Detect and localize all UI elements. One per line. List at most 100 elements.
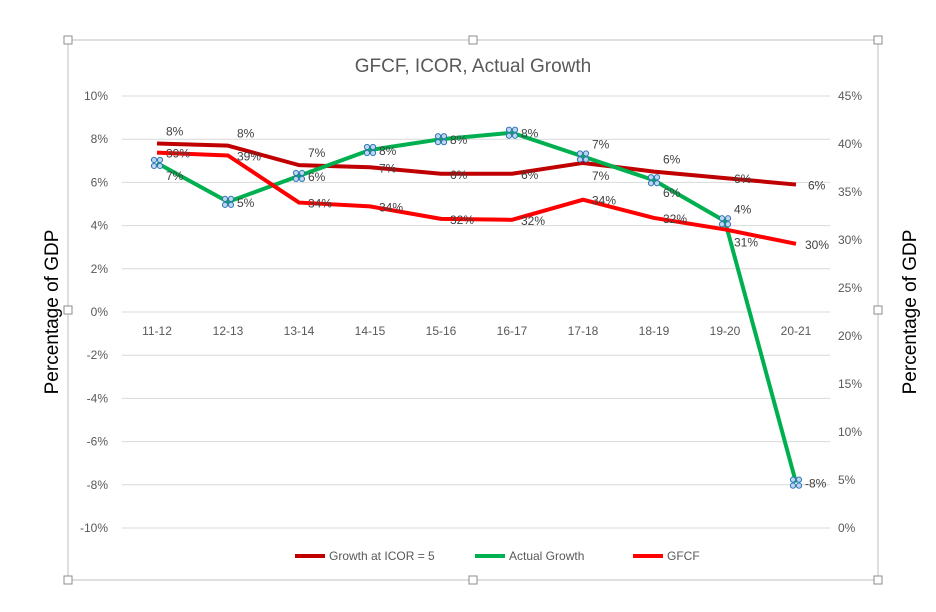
series-line-0 <box>156 141 797 187</box>
data-point-marker <box>653 174 661 181</box>
data-label: 6% <box>663 186 681 200</box>
x-tick-label: 12-13 <box>213 324 244 338</box>
data-point-marker <box>795 476 803 483</box>
data-point-marker <box>298 169 306 177</box>
y2-tick-label: 40% <box>838 137 862 151</box>
data-label: 32% <box>450 213 474 227</box>
resize-handle[interactable] <box>873 575 883 585</box>
y-tick-label: 10% <box>84 89 108 103</box>
data-label: 7% <box>592 137 610 151</box>
data-point-marker <box>227 195 235 202</box>
data-point-marker <box>221 195 229 202</box>
data-point-marker <box>511 126 519 133</box>
legend-entry: Actual Growth <box>509 549 584 563</box>
data-point-marker <box>440 139 448 146</box>
y-tick-label: 6% <box>91 175 109 189</box>
data-point-marker <box>724 221 732 228</box>
y2-tick-label: 10% <box>838 425 862 439</box>
x-tick-label: 14-15 <box>355 324 386 338</box>
data-label: 34% <box>308 197 332 211</box>
x-tick-label: 18-19 <box>639 324 670 338</box>
y2-tick-label: 45% <box>838 89 862 103</box>
data-point-marker <box>440 133 448 140</box>
resize-handle[interactable] <box>63 305 73 315</box>
y-tick-label: 2% <box>91 262 109 276</box>
y2-tick-label: 30% <box>838 233 862 247</box>
data-point-marker <box>795 482 803 489</box>
y-tick-label: -4% <box>87 391 109 405</box>
data-label: 4% <box>734 202 752 216</box>
data-label: 7% <box>166 169 184 183</box>
y-tick-label: 4% <box>91 219 109 233</box>
y2-tick-label: 5% <box>838 473 856 487</box>
resize-handle[interactable] <box>873 35 883 45</box>
x-tick-label: 15-16 <box>426 324 457 338</box>
data-label: 6% <box>308 170 326 184</box>
data-point-marker <box>582 150 590 157</box>
data-label: 8% <box>379 144 397 158</box>
data-point-marker <box>363 149 371 157</box>
x-tick-label: 13-14 <box>284 324 315 338</box>
data-point-marker <box>511 132 519 139</box>
data-label: 6% <box>734 172 752 186</box>
data-label: 32% <box>521 214 545 228</box>
data-point-marker <box>505 132 513 139</box>
series-line-2 <box>156 150 797 246</box>
data-label: 8% <box>166 125 184 139</box>
data-point-marker <box>221 201 229 208</box>
data-point-marker <box>156 156 164 164</box>
data-label: 34% <box>379 200 403 214</box>
legend-entry: Growth at ICOR = 5 <box>329 549 435 563</box>
data-label: 6% <box>808 179 826 193</box>
resize-handle[interactable] <box>873 305 883 315</box>
data-point-marker <box>789 476 797 483</box>
data-point-marker <box>156 162 164 170</box>
series-line-1 <box>156 130 798 484</box>
x-tick-label: 11-12 <box>142 324 172 338</box>
data-point-marker <box>150 156 158 164</box>
data-point-marker <box>653 180 661 187</box>
y2-tick-label: 25% <box>838 281 862 295</box>
x-tick-label: 20-21 <box>781 324 812 338</box>
data-label: 30% <box>805 238 829 252</box>
x-tick-label: 19-20 <box>710 324 741 338</box>
data-point-marker <box>369 149 377 157</box>
data-label: -8% <box>805 477 827 491</box>
data-label: 7% <box>592 169 610 183</box>
data-label: 32% <box>663 212 687 226</box>
y2-tick-label: 0% <box>838 521 856 535</box>
x-tick-label: 16-17 <box>497 324 528 338</box>
resize-handle[interactable] <box>468 575 478 585</box>
data-point-marker <box>718 221 726 228</box>
data-point-marker <box>647 180 655 187</box>
data-point-marker <box>434 133 442 140</box>
data-label: 8% <box>450 133 468 147</box>
data-point-marker <box>505 126 513 133</box>
data-point-marker <box>369 143 377 151</box>
y-axis-label: Percentage of GDP <box>42 230 63 395</box>
data-point-marker <box>227 201 235 208</box>
data-point-marker <box>576 150 584 157</box>
resize-handle[interactable] <box>63 35 73 45</box>
data-label: 6% <box>663 153 681 167</box>
data-point-marker <box>718 215 726 222</box>
chart-frame[interactable] <box>67 39 879 581</box>
data-point-marker <box>292 169 300 177</box>
data-point-marker <box>789 482 797 489</box>
y2-tick-label: 35% <box>838 185 862 199</box>
resize-handle[interactable] <box>63 575 73 585</box>
data-point-marker <box>576 156 584 163</box>
resize-handle[interactable] <box>468 35 478 45</box>
data-label: 8% <box>521 127 539 141</box>
data-label: 5% <box>237 196 255 210</box>
data-label: 31% <box>734 235 758 249</box>
y-tick-label: -6% <box>87 435 109 449</box>
data-label: 6% <box>450 168 468 182</box>
data-label: 7% <box>379 161 397 175</box>
y-tick-label: -10% <box>80 521 108 535</box>
y2-tick-label: 15% <box>838 377 862 391</box>
data-point-marker <box>298 175 306 183</box>
y-tick-label: 8% <box>91 132 109 146</box>
data-label: 7% <box>308 146 326 160</box>
